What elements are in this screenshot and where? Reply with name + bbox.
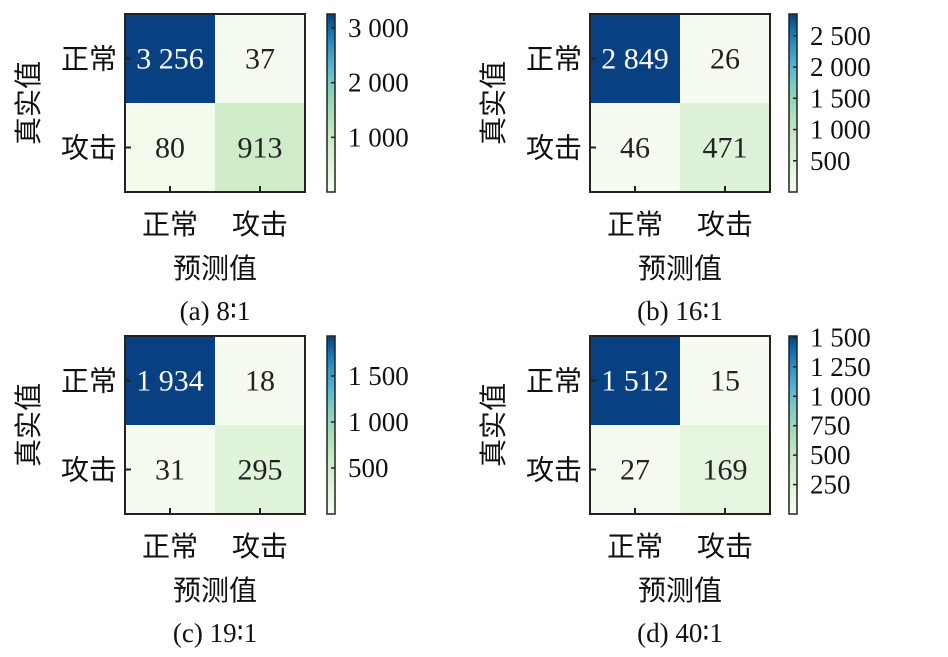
cell-value-label: 295	[238, 454, 283, 487]
panel-caption: (d) 40∶1	[637, 618, 723, 648]
cell-value-label: 26	[710, 43, 740, 76]
colorbar-tick-label: 250	[810, 470, 851, 500]
col-tick-label: 正常	[142, 208, 198, 241]
panel-caption: (b) 16∶1	[637, 296, 723, 326]
row-tick-label: 正常	[526, 43, 582, 76]
row-tick-label: 正常	[526, 365, 582, 398]
cell-value-label: 18	[245, 365, 275, 398]
colorbar-tick-label: 3 000	[348, 13, 409, 43]
cell-value-label: 37	[245, 43, 275, 76]
matrix-cell	[680, 103, 770, 192]
colorbar-tick-label: 500	[810, 440, 851, 470]
col-tick-label: 攻击	[697, 208, 753, 241]
colorbar-tick-label: 2 500	[810, 21, 871, 51]
colorbar-tick-label: 1 500	[810, 322, 871, 352]
y-axis-title: 真实值	[477, 61, 510, 145]
cell-value-label: 2 849	[601, 43, 669, 76]
colorbar-tick-label: 2 000	[348, 68, 409, 98]
matrix-cell	[125, 14, 215, 103]
cell-value-label: 3 256	[136, 43, 204, 76]
colorbar	[326, 13, 336, 193]
row-tick-label: 正常	[61, 365, 117, 398]
row-tick-label: 攻击	[526, 454, 582, 487]
matrix-cell	[125, 336, 215, 425]
col-tick-label: 攻击	[232, 208, 288, 241]
cell-value-label: 80	[155, 132, 185, 165]
y-axis-title: 真实值	[12, 61, 45, 145]
matrix-cell	[215, 425, 305, 514]
matrix-cell	[125, 425, 215, 514]
colorbar-tick-label: 2 000	[810, 52, 871, 82]
matrix-cell	[125, 103, 215, 192]
y-axis-title: 真实值	[477, 383, 510, 467]
row-tick-label: 攻击	[526, 132, 582, 165]
matrix-cell	[590, 336, 680, 425]
colorbar	[788, 13, 798, 193]
col-tick-label: 正常	[607, 208, 663, 241]
colorbar-tick-label: 1 000	[810, 115, 871, 145]
x-axis-title: 预测值	[638, 252, 722, 285]
cell-value-label: 15	[710, 365, 740, 398]
cell-value-label: 31	[155, 454, 185, 487]
row-tick-label: 攻击	[61, 132, 117, 165]
colorbar-tick-label: 750	[810, 411, 851, 441]
colorbar-tick-label: 1 000	[348, 407, 409, 437]
cell-value-label: 169	[703, 454, 748, 487]
matrix-cell	[680, 14, 770, 103]
colorbar-tick-label: 1 000	[348, 122, 409, 152]
colorbar-tick-label: 1 500	[348, 361, 409, 391]
matrix-frame	[589, 13, 771, 193]
col-tick-label: 攻击	[697, 530, 753, 563]
matrix-frame	[124, 335, 306, 515]
cell-value-label: 471	[703, 132, 748, 165]
matrix-frame	[124, 13, 306, 193]
panel-caption: (c) 19∶1	[173, 618, 257, 648]
colorbar-tick-label: 1 500	[810, 83, 871, 113]
colorbar	[326, 335, 336, 515]
col-tick-label: 正常	[142, 530, 198, 563]
x-axis-title: 预测值	[173, 574, 257, 607]
cell-value-label: 1 934	[136, 365, 204, 398]
y-axis-title: 真实值	[12, 383, 45, 467]
matrix-cell	[590, 14, 680, 103]
matrix-frame	[589, 335, 771, 515]
matrix-cell	[590, 103, 680, 192]
matrix-cell	[215, 336, 305, 425]
colorbar-tick-label: 1 250	[810, 352, 871, 382]
row-tick-label: 正常	[61, 43, 117, 76]
col-tick-label: 正常	[607, 530, 663, 563]
cell-value-label: 1 512	[601, 365, 669, 398]
matrix-cell	[215, 103, 305, 192]
x-axis-title: 预测值	[173, 252, 257, 285]
col-tick-label: 攻击	[232, 530, 288, 563]
matrix-cell	[215, 14, 305, 103]
matrix-cell	[590, 425, 680, 514]
panel-caption: (a) 8∶1	[180, 296, 251, 326]
matrix-cell	[680, 425, 770, 514]
cell-value-label: 27	[620, 454, 650, 487]
row-tick-label: 攻击	[61, 454, 117, 487]
colorbar-tick-label: 500	[348, 453, 389, 483]
cell-value-label: 46	[620, 132, 650, 165]
cell-value-label: 913	[238, 132, 283, 165]
colorbar-tick-label: 500	[810, 146, 851, 176]
x-axis-title: 预测值	[638, 574, 722, 607]
colorbar-tick-label: 1 000	[810, 381, 871, 411]
matrix-cell	[680, 336, 770, 425]
